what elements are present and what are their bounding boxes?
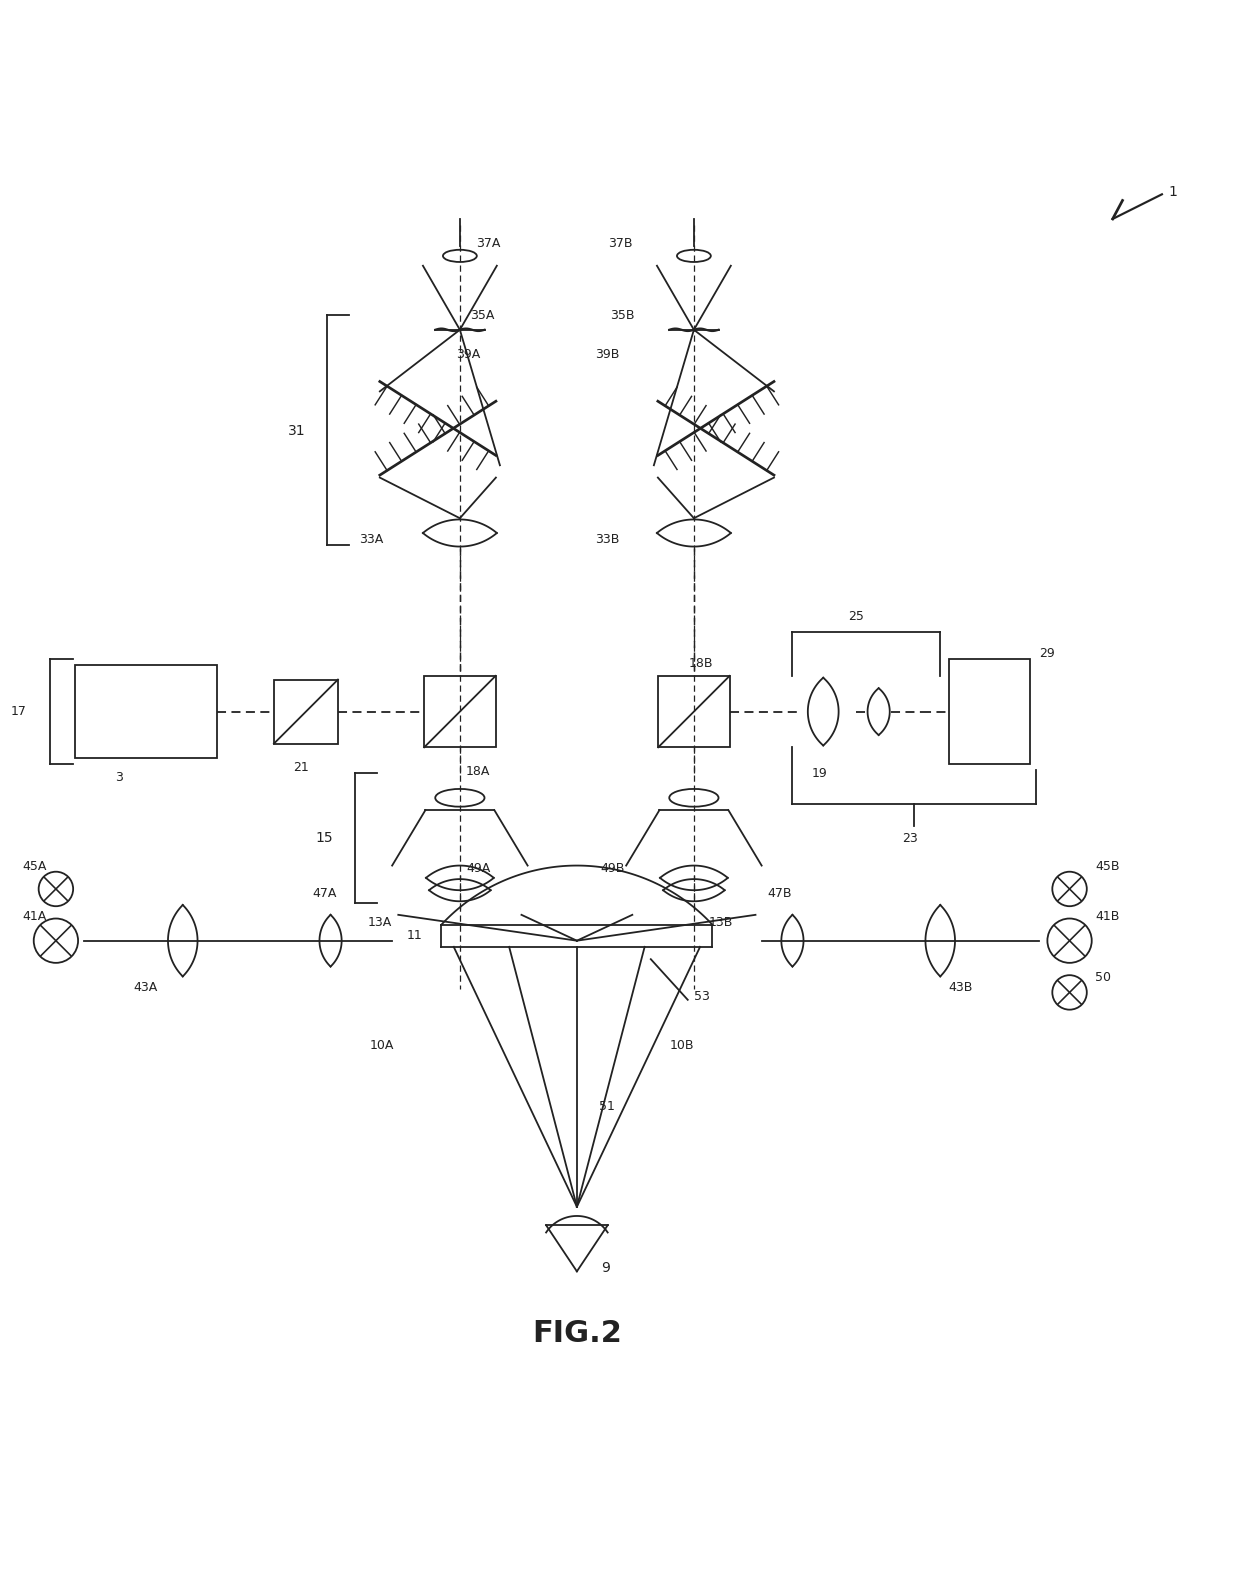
Text: 39A: 39A [456,347,480,361]
Text: 31: 31 [288,424,305,438]
Bar [274,680,339,743]
Text: 53: 53 [694,990,709,1002]
Text: 51: 51 [599,1100,615,1114]
Text: 33A: 33A [358,533,383,545]
Text: 13A: 13A [367,916,392,928]
Bar [950,660,1029,764]
Text: 23: 23 [901,833,918,845]
Text: 45B: 45B [1095,861,1120,873]
Bar [424,676,496,748]
Text: 19: 19 [812,767,828,779]
Text: 35A: 35A [470,308,494,322]
Text: 37A: 37A [476,237,500,250]
Text: 47B: 47B [768,888,792,900]
Text: 9: 9 [601,1262,610,1276]
Text: 3: 3 [115,771,123,784]
Text: 29: 29 [1039,647,1055,660]
Text: 13B: 13B [709,916,733,928]
Text: 21: 21 [294,760,309,773]
Text: 10A: 10A [370,1038,394,1053]
Text: FIG.2: FIG.2 [532,1320,621,1348]
Text: 10B: 10B [670,1038,693,1053]
Text: 18A: 18A [466,765,490,779]
Text: 49B: 49B [600,861,625,875]
Text: 49A: 49A [466,861,490,875]
Text: 33B: 33B [595,533,620,545]
Text: 1: 1 [1168,185,1177,200]
Text: 17: 17 [11,705,27,718]
Text: 50: 50 [1095,971,1111,983]
Bar [74,666,217,757]
Text: 25: 25 [848,610,864,624]
Text: 18B: 18B [689,657,713,671]
Text: 41B: 41B [1095,910,1120,922]
Text: 15: 15 [316,831,334,845]
Text: 47A: 47A [312,888,336,900]
Text: 35B: 35B [610,308,635,322]
Text: 43B: 43B [949,980,973,994]
Text: 41A: 41A [22,910,47,922]
Text: 43A: 43A [134,980,157,994]
Text: 45A: 45A [22,861,47,873]
Bar [658,676,729,748]
Text: 37B: 37B [608,237,632,250]
Text: 11: 11 [407,930,423,943]
Text: 39B: 39B [595,347,620,361]
